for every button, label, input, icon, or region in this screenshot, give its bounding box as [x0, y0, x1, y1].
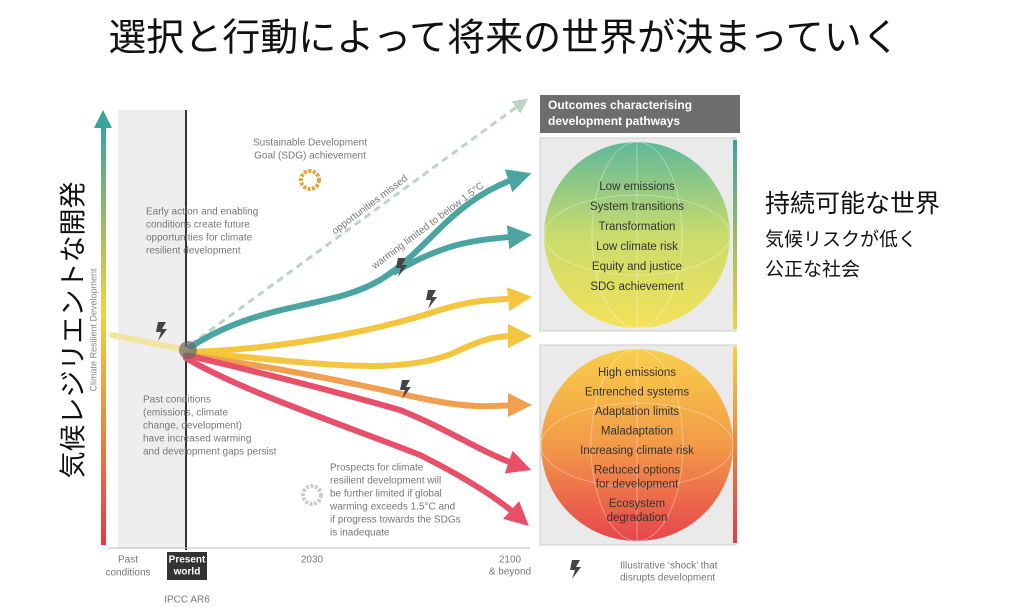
early-note: opportunities for climate: [146, 233, 253, 244]
good-bar: [733, 140, 737, 329]
sdg-icon-faded: [301, 484, 323, 506]
past-path: [109, 332, 189, 353]
bad-outcome: for development: [596, 479, 679, 491]
sdg-note: Sustainable Development: [253, 138, 367, 149]
missed-label: opportunities missed: [330, 173, 410, 237]
right-line: 気候リスクが低く: [765, 229, 917, 251]
x-label: world: [173, 567, 201, 578]
bad-outcome: Entrenched systems: [585, 387, 689, 399]
source-label: IPCC AR6: [164, 595, 210, 606]
x-label: Present: [169, 555, 206, 566]
past-region: [118, 110, 186, 548]
header-box: [540, 95, 740, 133]
y-axis-arrow: [94, 110, 112, 128]
past-note: Past conditions: [143, 395, 211, 406]
x-label: Past: [118, 555, 138, 566]
x-label: conditions: [105, 568, 150, 579]
past-note: have increased warming: [143, 434, 251, 445]
shock-icons: [156, 258, 581, 579]
sdg-note: Goal (SDG) achievement: [254, 151, 366, 162]
good-outcome: Transformation: [599, 221, 676, 233]
x-label: 2100: [499, 555, 522, 566]
past-note: change, development): [143, 421, 242, 432]
header-line: Outcomes characterising: [548, 98, 692, 112]
axis-label: Climate Resilient Development: [88, 268, 98, 392]
globe-grid: [540, 141, 734, 542]
bad-globe: [541, 349, 733, 541]
pathway: [183, 352, 532, 474]
present-box: [167, 552, 207, 580]
early-note: conditions create future: [146, 220, 250, 231]
bad-outcome: Maladaptation: [601, 426, 673, 438]
prospects-note: warming exceeds 1.5°C and: [329, 502, 455, 513]
bad-bar: [733, 347, 737, 543]
prospects-note: be further limited if global: [330, 489, 442, 500]
bad-outcome: Adaptation limits: [595, 406, 680, 418]
left-label: 気候レジリエントな開発: [59, 182, 90, 479]
past-note: (emissions, climate: [143, 408, 228, 419]
bad-outcome: Reduced options: [594, 465, 681, 477]
header-line: development pathways: [548, 114, 680, 128]
x-label: & beyond: [489, 567, 531, 578]
title: 選択と行動によって将来の世界が決まっていく: [108, 16, 900, 60]
prospects-note: resilient development will: [330, 476, 441, 487]
bad-outcome: Ecosystem: [609, 498, 665, 510]
right-heading: 持続可能な世界: [765, 189, 940, 218]
legend-text: Illustrative ‘shock’ that: [620, 561, 718, 572]
bad-outcome: degradation: [607, 512, 668, 524]
sdg-icon: [299, 169, 321, 191]
prospects-note: is inadequate: [330, 528, 390, 539]
good-outcome: Low emissions: [599, 181, 675, 193]
y-axis: [101, 125, 106, 545]
right-line: 公正な社会: [765, 259, 860, 281]
pathway: [183, 324, 532, 369]
early-note: Early action and enabling: [146, 207, 258, 218]
missed-path: [189, 98, 529, 347]
good-outcome: Low climate risk: [596, 241, 678, 253]
past-note: and development gaps persist: [143, 447, 277, 458]
bad-outcome: Increasing climate risk: [580, 445, 694, 457]
good-outcome: SDG achievement: [590, 281, 684, 293]
present-point: [179, 341, 197, 359]
pathway: [183, 355, 529, 527]
pathway: [183, 287, 532, 355]
prospects-note: Prospects for climate: [330, 463, 424, 474]
x-label: 2030: [301, 555, 324, 566]
bad-outcome: High emissions: [598, 367, 676, 379]
pathway: [183, 169, 532, 353]
legend-text: disrupts development: [620, 573, 715, 584]
pathway: [183, 352, 532, 418]
good-globe: [544, 142, 730, 328]
early-note: resilient development: [146, 246, 241, 257]
pathway: [392, 225, 532, 275]
good-outcome: Equity and justice: [592, 261, 682, 273]
prospects-note: if progress towards the SDGs: [330, 515, 461, 526]
good-outcome: System transitions: [590, 201, 684, 213]
